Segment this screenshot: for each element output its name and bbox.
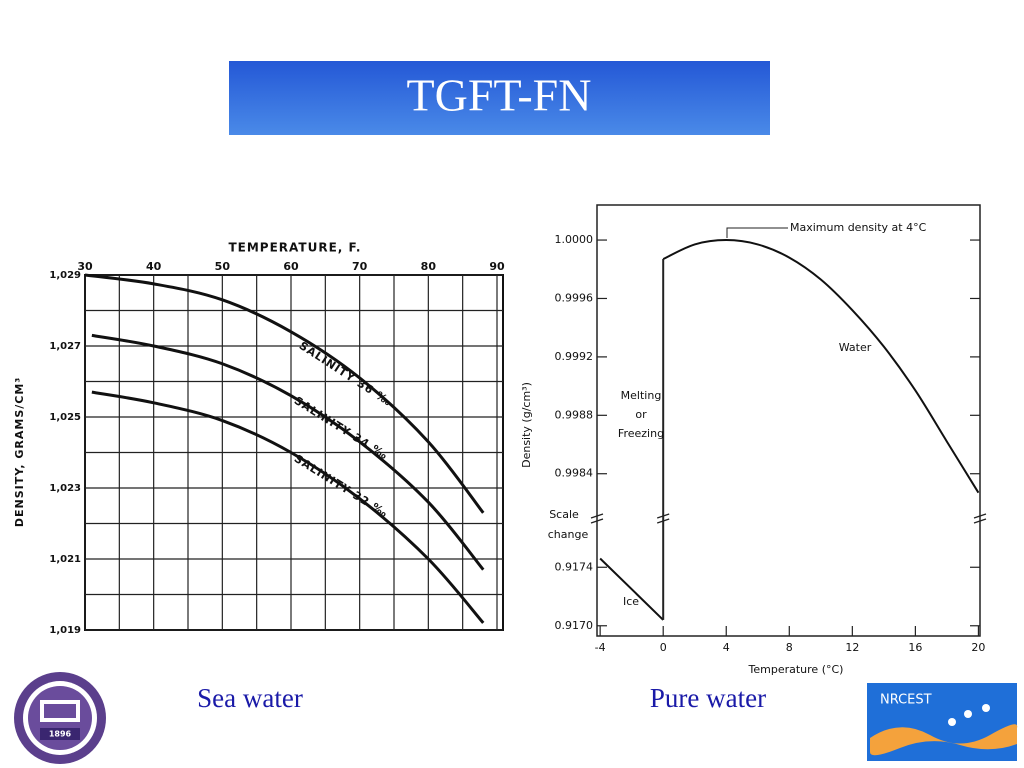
plot-frame [596,204,981,637]
logo-text: 1896 [49,730,72,739]
x-tick-label: 80 [421,260,437,273]
x-tick-label: 0 [660,641,667,654]
data-line [662,239,980,494]
y-tick-label: 0.9988 [555,408,594,421]
annotation-leader [726,227,788,238]
data-line [84,273,485,514]
annotation: Melting [621,389,662,402]
y-axis-title: Density (g/cm³) [520,382,533,468]
annotation: Maximum density at 4°C [790,221,927,234]
y-axis-title: DENSITY, GRAMS/CM³ [13,377,26,527]
x-tick-label: 50 [215,260,231,273]
x-tick-label: 12 [845,641,859,654]
x-tick-label: 20 [971,641,985,654]
y-tick-label: 1,023 [49,483,81,494]
y-tick-label: 1,025 [49,412,81,423]
series-label: Water [839,341,872,354]
x-tick-label: 16 [908,641,922,654]
x-tick-label: -4 [595,641,606,654]
university-logo: 1896 [14,672,106,764]
y-tick-label: 1,019 [49,625,81,636]
series-label: Ice [623,595,639,608]
caption: Sea water [197,683,303,713]
axis-break [973,513,987,524]
y-tick-label: 0.9174 [555,560,594,573]
pure-water-chart: -4 0 4 8 12 16 20 1.0000 0.9996 0.9992 0.9988 0.998… [520,204,987,676]
x-tick-label: 40 [146,260,162,273]
y-tick-label: 0.9996 [555,291,594,304]
caption: Pure water [650,683,766,713]
y-tick-label: 0.9170 [555,619,594,632]
slide-title: TGFT-FN [407,70,592,121]
x-tick-label: 60 [283,260,299,273]
y-tick-label: 1,029 [49,270,81,281]
y-tick-label: 0.9984 [555,467,594,480]
x-axis-title: TEMPERATURE, F. [228,241,361,255]
x-tick-label: 4 [723,641,730,654]
y-tick-label: 0.9992 [555,350,594,363]
annotation: Freezing [618,427,664,440]
annotation: or [635,408,647,421]
axis-break [590,513,604,524]
data-line [599,557,664,621]
title-box [229,61,770,135]
y-tick-label: 1.0000 [555,233,594,246]
y-tick-label: 1,021 [49,554,81,565]
logo-text: NRCEST [880,693,932,708]
x-axis-title: Temperature (°C) [748,663,844,676]
axis-break-label: Scale [549,508,579,521]
nrcest-logo: NRCEST [867,683,1018,761]
x-tick-label: 8 [786,641,793,654]
data-line [91,390,485,624]
x-tick-label: 70 [352,260,368,273]
x-tick-label: 90 [489,260,505,273]
data-line [91,333,485,571]
axis-break-label: change [548,528,589,541]
y-tick-label: 1,027 [49,341,81,352]
x-tick-label: 30 [77,260,93,273]
